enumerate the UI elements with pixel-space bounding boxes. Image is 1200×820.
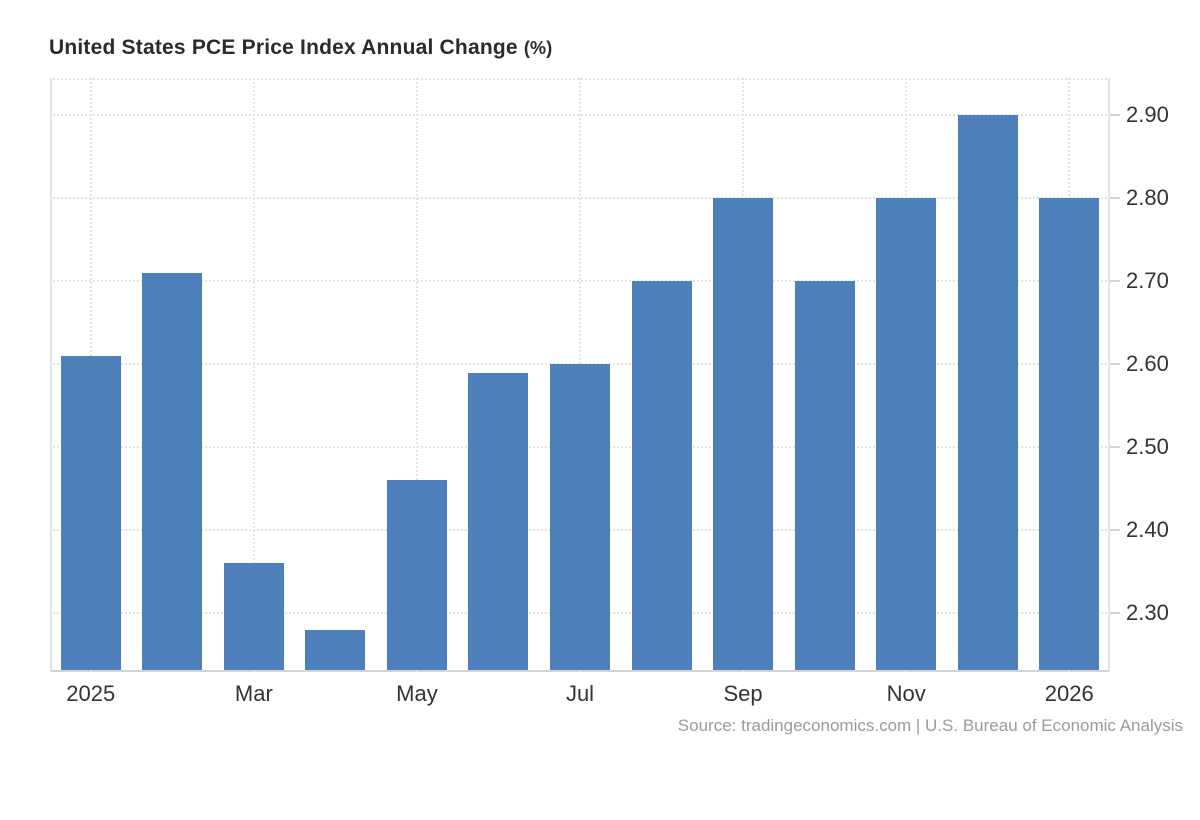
bar-jun-2025[interactable] — [468, 372, 529, 670]
bar-mar-2025[interactable] — [223, 563, 284, 670]
y-tick-mark — [1110, 612, 1120, 615]
x-axis-tick-label: 2025 — [66, 681, 116, 706]
chart-title: United States PCE Price Index Annual Cha… — [49, 36, 552, 60]
y-tick-mark — [1110, 363, 1120, 366]
bar-dec-2025[interactable] — [957, 115, 1018, 670]
y-axis-tick-label: 2.80 — [1126, 185, 1169, 211]
x-axis-tick-label: Sep — [723, 681, 763, 706]
bar-nov-2025[interactable] — [876, 198, 937, 670]
y-tick-mark — [1110, 197, 1120, 200]
y-tick-mark — [1110, 280, 1120, 283]
y-axis-tick-label: 2.30 — [1126, 600, 1169, 626]
bar-jul-2025[interactable] — [550, 364, 610, 670]
y-axis-tick-label: 2.70 — [1126, 268, 1169, 294]
y-axis-tick-label: 2.40 — [1126, 517, 1169, 543]
bar-apr-2025[interactable] — [305, 629, 366, 670]
chart-title-text: United States PCE Price Index Annual Cha… — [49, 36, 518, 59]
y-axis-tick-label: 2.50 — [1126, 434, 1169, 460]
chart-title-unit: (%) — [523, 38, 553, 58]
x-axis-tick-label: Nov — [886, 681, 926, 706]
source-attribution: Source: tradingeconomics.com | U.S. Bure… — [677, 716, 1183, 735]
y-tick-mark — [1110, 114, 1120, 117]
x-axis-tick-label: Mar — [234, 681, 273, 706]
bar-sep-2025[interactable] — [713, 198, 774, 670]
bar-jan-2025[interactable] — [60, 355, 121, 670]
x-axis-tick-label: May — [396, 681, 438, 706]
bar-aug-2025[interactable] — [631, 281, 692, 670]
x-axis-tick-label: Jul — [565, 681, 595, 706]
y-axis-tick-label: 2.90 — [1126, 102, 1169, 128]
bar-oct-2025[interactable] — [794, 281, 855, 670]
y-tick-mark — [1110, 529, 1120, 532]
x-gridline — [252, 78, 255, 672]
bar-may-2025[interactable] — [386, 480, 447, 670]
x-gridline — [415, 78, 418, 672]
bar-jan-2026[interactable] — [1039, 198, 1100, 670]
bar-feb-2025[interactable] — [142, 272, 203, 670]
x-axis-tick-label: 2026 — [1044, 681, 1094, 706]
y-axis-tick-label: 2.60 — [1126, 351, 1169, 377]
y-tick-mark — [1110, 446, 1120, 449]
